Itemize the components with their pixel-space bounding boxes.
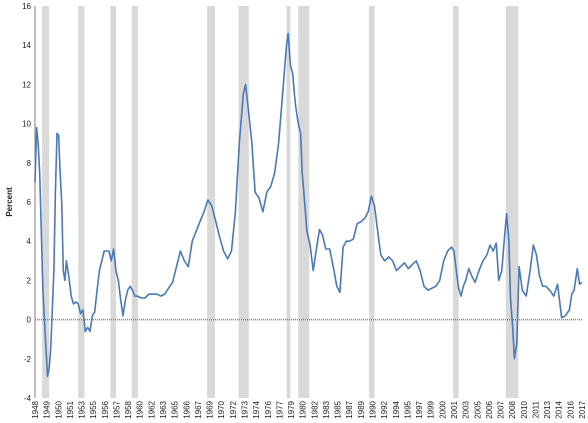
x-tick-label: 1962 <box>147 400 156 418</box>
x-tick-label: 2006 <box>485 400 494 418</box>
recession-band <box>78 6 85 398</box>
x-tick-label: 1989 <box>357 400 366 418</box>
x-tick-label: 1994 <box>392 400 401 418</box>
y-tick-labels: -4 -2 0 2 4 6 8 10 12 14 16 <box>22 2 31 403</box>
y-tick-label: 6 <box>27 198 32 207</box>
x-tick-label: 1977 <box>275 400 284 418</box>
y-axis-label: Percent <box>5 187 14 217</box>
x-tick-label: 2010 <box>520 400 529 418</box>
y-tick-label: 12 <box>22 80 31 89</box>
x-tick-label: 1960 <box>136 400 145 418</box>
recession-band <box>207 6 215 398</box>
recession-band <box>238 6 249 398</box>
x-tick-label: 1982 <box>310 400 319 418</box>
series-line <box>34 32 583 378</box>
x-tick-label: 2016 <box>566 400 575 418</box>
y-tick-label: 10 <box>22 120 31 129</box>
y-tick-label: 14 <box>22 41 31 50</box>
x-tick-label: 1974 <box>252 400 261 418</box>
x-tick-label: 1995 <box>403 400 412 418</box>
x-tick-label: 1990 <box>369 400 378 418</box>
x-tick-label: 2013 <box>543 400 552 418</box>
x-tick-labels: 1948 1949 1950 1951 1953 1955 1956 1957 1958 1960… <box>31 400 587 418</box>
x-tick-label: 1970 <box>217 400 226 418</box>
recession-band <box>453 6 459 398</box>
x-tick-label: 1997 <box>415 400 424 418</box>
y-tick-label: 4 <box>27 237 32 246</box>
x-tick-label: 2014 <box>555 400 564 418</box>
x-tick-label: 2008 <box>508 400 517 418</box>
x-tick-label: 1980 <box>299 400 308 418</box>
x-tick-label: 2000 <box>438 400 447 418</box>
y-tick-label: 16 <box>22 2 31 11</box>
x-tick-label: 1950 <box>54 400 63 418</box>
x-tick-label: 1967 <box>194 400 203 418</box>
x-tick-label: 1987 <box>345 400 354 418</box>
x-tick-label: 1976 <box>264 400 273 418</box>
x-tick-label: 1965 <box>171 400 180 418</box>
x-tick-label: 2005 <box>473 400 482 418</box>
x-tick-label: 1963 <box>159 400 168 418</box>
y-tick-label: -2 <box>24 355 32 364</box>
recession-band <box>286 6 291 398</box>
x-tick-label: 1985 <box>334 400 343 418</box>
recession-bands <box>42 6 519 398</box>
x-tick-label: 1999 <box>427 400 436 418</box>
x-tick-label: 1969 <box>206 400 215 418</box>
x-tick-label: 2003 <box>462 400 471 418</box>
x-tick-label: 1983 <box>322 400 331 418</box>
x-tick-label: 1958 <box>124 400 133 418</box>
x-tick-label: 2007 <box>497 400 506 418</box>
x-tick-label: 1957 <box>112 400 121 418</box>
y-tick-label: -4 <box>24 394 32 403</box>
x-tick-label: 2017 <box>578 400 587 418</box>
x-tick-label: 1953 <box>78 400 87 418</box>
recession-band <box>42 6 50 398</box>
x-tick-label: 2011 <box>531 400 540 418</box>
x-tick-label: 1966 <box>182 400 191 418</box>
y-tick-label: 0 <box>27 316 32 325</box>
recession-band <box>505 6 519 398</box>
x-tick-label: 1951 <box>66 400 75 418</box>
x-tick-label: 1972 <box>229 400 238 418</box>
x-tick-label: 1948 <box>31 400 40 418</box>
x-tick-label: 1973 <box>240 400 249 418</box>
x-tick-label: 1956 <box>101 400 110 418</box>
recession-band <box>131 6 138 398</box>
y-tick-label: 8 <box>27 159 32 168</box>
y-tick-label: 2 <box>27 276 32 285</box>
x-tick-label: 1979 <box>287 400 296 418</box>
x-tick-label: 1949 <box>43 400 52 418</box>
x-tick-label: 1955 <box>89 400 98 418</box>
recession-band <box>298 6 310 398</box>
x-tick-label: 2001 <box>450 400 459 418</box>
recession-band <box>110 6 116 398</box>
x-tick-label: 1992 <box>380 400 389 418</box>
recession-band <box>369 6 375 398</box>
